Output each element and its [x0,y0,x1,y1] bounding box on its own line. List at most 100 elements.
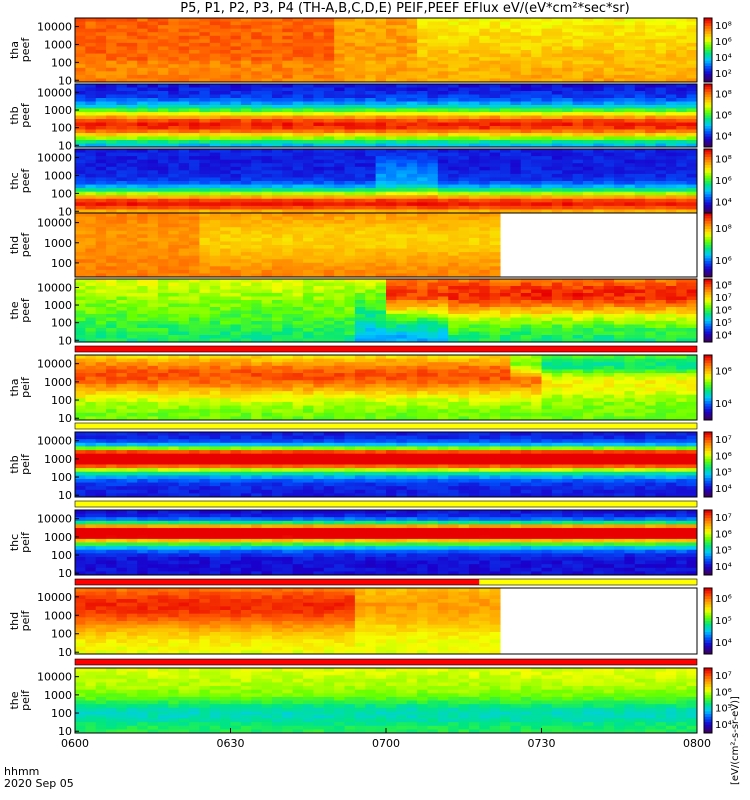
heatmap-cell [386,262,397,267]
heatmap-cell [116,191,128,196]
heatmap-cell [209,216,221,221]
heatmap-cell [313,216,325,221]
heatmap-cell [562,289,574,294]
heatmap-cell [334,255,346,260]
heatmap-cell [303,159,314,164]
heatmap-cell [417,152,428,157]
heatmap-cell [251,129,263,134]
heatmap-cell [209,152,221,157]
heatmap-cell [448,209,460,214]
heatmap-cell [520,205,532,210]
heatmap-cell [230,105,242,109]
heatmap-cell [406,177,418,182]
heatmap-cell [479,198,491,203]
heatmap-cell [582,156,594,161]
heatmap-cell [344,269,356,274]
heatmap-cell [396,71,408,76]
heatmap-cell [220,198,231,203]
heatmap-cell [168,74,180,79]
heatmap-cell [386,94,397,99]
heatmap-cell [603,46,615,51]
heatmap-cell [75,188,86,193]
heatmap-cell [157,338,169,343]
heatmap-cell [251,248,263,253]
heatmap-cell [468,289,480,294]
heatmap-cell [396,74,408,79]
heatmap-cell [126,310,138,315]
heatmap-cell [386,143,397,148]
heatmap-cell [126,39,138,44]
heatmap-cell [665,28,677,33]
heatmap-cell [292,152,304,157]
heatmap-cell [645,94,657,99]
heatmap-cell [168,32,180,37]
heatmap-cell [178,216,190,221]
heatmap-cell [344,273,356,278]
heatmap-cell [375,152,387,157]
heatmap-cell [189,273,200,278]
heatmap-cell [665,181,677,186]
heatmap-cell [676,140,688,144]
heatmap-cell [468,98,480,102]
heatmap-cell [292,266,304,271]
heatmap-cell [396,133,408,137]
heatmap-cell [220,223,231,228]
heatmap-cell [240,321,252,325]
heatmap-cell [365,166,377,171]
heatmap-cell [468,321,480,325]
heatmap-cell [95,213,107,218]
heatmap-cell [500,136,511,141]
heatmap-cell [220,46,231,51]
heatmap-cell [479,98,491,102]
colorbar-tick-label: 10⁸ [715,90,732,101]
heatmap-cell [147,156,159,161]
heatmap-cell [126,191,138,196]
heatmap-cell [655,78,667,83]
heatmap-cell [126,25,138,30]
heatmap-cell [458,273,470,278]
heatmap-cell [168,198,180,203]
heatmap-cell [479,303,491,308]
heatmap-cell [116,126,128,130]
heatmap-cell [147,234,159,239]
heatmap-cell [572,18,584,23]
heatmap-cell [448,159,460,164]
heatmap-cell [240,105,252,109]
heatmap-cell [396,28,408,33]
heatmap-cell [520,67,532,72]
heatmap-cell [126,279,138,283]
heatmap-cell [665,156,677,161]
heatmap-cell [85,98,97,102]
heatmap-cell [199,293,211,297]
heatmap-cell [292,282,304,287]
heatmap-cell [437,331,449,336]
heatmap-cell [303,184,314,189]
heatmap-cell [520,198,532,203]
heatmap-cell [489,50,501,55]
heatmap-cell [510,195,522,200]
heatmap-cell [406,140,418,144]
heatmap-cell [406,112,418,116]
heatmap-cell [271,28,283,33]
heatmap-cell [603,177,615,182]
heatmap-cell [292,136,304,141]
heatmap-cell [365,91,377,95]
heatmap-cell [137,216,149,221]
heatmap-cell [427,87,439,92]
heatmap-cell [85,269,97,274]
heatmap-cell [427,237,439,242]
heatmap-cell [448,136,460,141]
heatmap-cell [313,25,325,30]
heatmap-cell [375,279,387,283]
heatmap-cell [396,129,408,134]
heatmap-cell [468,245,480,250]
heatmap-cell [489,209,501,214]
colorbar-segment [704,258,712,262]
heatmap-cell [303,140,314,144]
heatmap-cell [189,266,200,271]
heatmap-cell [676,152,688,157]
heatmap-cell [189,32,200,37]
heatmap-cell [323,282,335,287]
heatmap-cell [551,67,563,72]
heatmap-cell [240,108,252,113]
